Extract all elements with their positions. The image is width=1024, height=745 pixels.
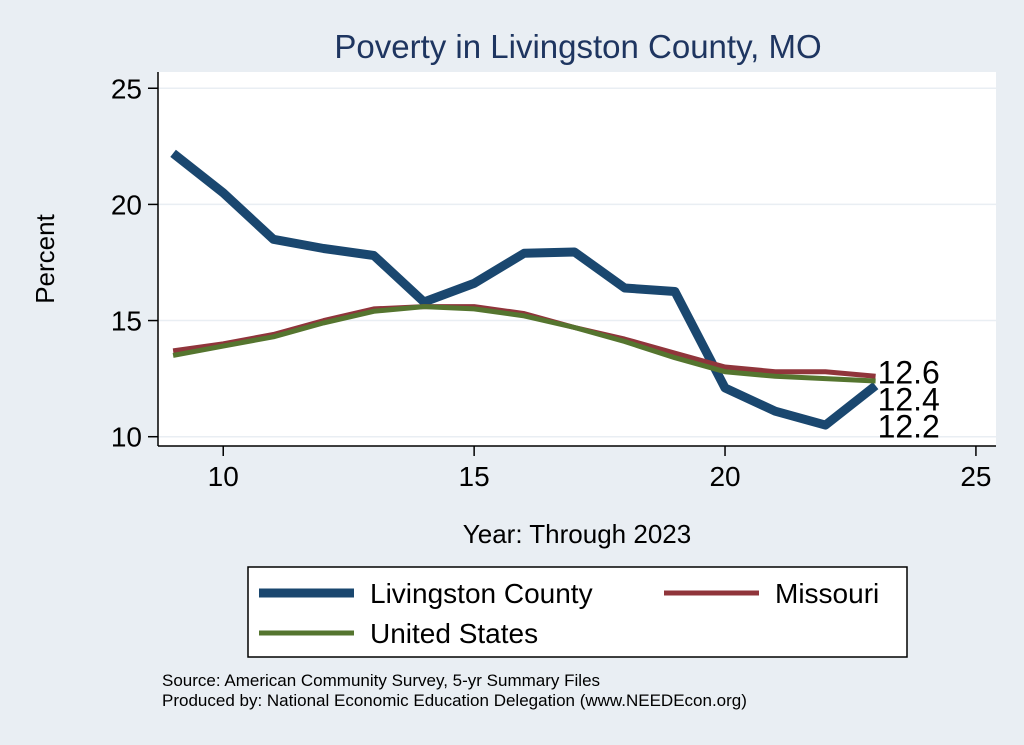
legend-label-livingston: Livingston County	[370, 578, 593, 609]
legend-label-united-states: United States	[370, 618, 538, 649]
produced-by-line: Produced by: National Economic Education…	[162, 691, 747, 710]
end-label-livingston: 12.2	[878, 408, 940, 444]
x-tick-label-15: 15	[459, 461, 490, 492]
x-tick-label-20: 20	[709, 461, 740, 492]
y-tick-label-15: 15	[111, 306, 142, 337]
series-line-livingston	[170, 149, 879, 430]
y-tick-label-10: 10	[111, 422, 142, 453]
end-label-missouri: 12.6	[878, 354, 940, 390]
x-axis-title: Year: Through 2023	[463, 519, 691, 549]
series-line-united-states	[172, 304, 876, 384]
axis-ticks: 10 15 20 25 10 15 20 25	[111, 73, 992, 492]
source-notes: Source: American Community Survey, 5-yr …	[162, 671, 747, 711]
chart-title: Poverty in Livingston County, MO	[334, 28, 821, 65]
x-tick-label-25: 25	[960, 461, 991, 492]
end-labels: 12.2 12.612.4	[878, 354, 940, 444]
source-line: Source: American Community Survey, 5-yr …	[162, 671, 601, 690]
y-tick-label-25: 25	[111, 73, 142, 104]
legend-box	[247, 566, 908, 658]
legend-label-missouri: Missouri	[775, 578, 879, 609]
legend: Livingston County Missouri United States	[247, 566, 908, 658]
grid-lines	[158, 87, 996, 438]
end-label-united-states: 12.4	[878, 381, 940, 417]
x-tick-label-10: 10	[208, 461, 239, 492]
y-tick-label-20: 20	[111, 189, 142, 220]
series-lines	[170, 149, 879, 430]
y-axis-title: Percent	[30, 213, 60, 303]
